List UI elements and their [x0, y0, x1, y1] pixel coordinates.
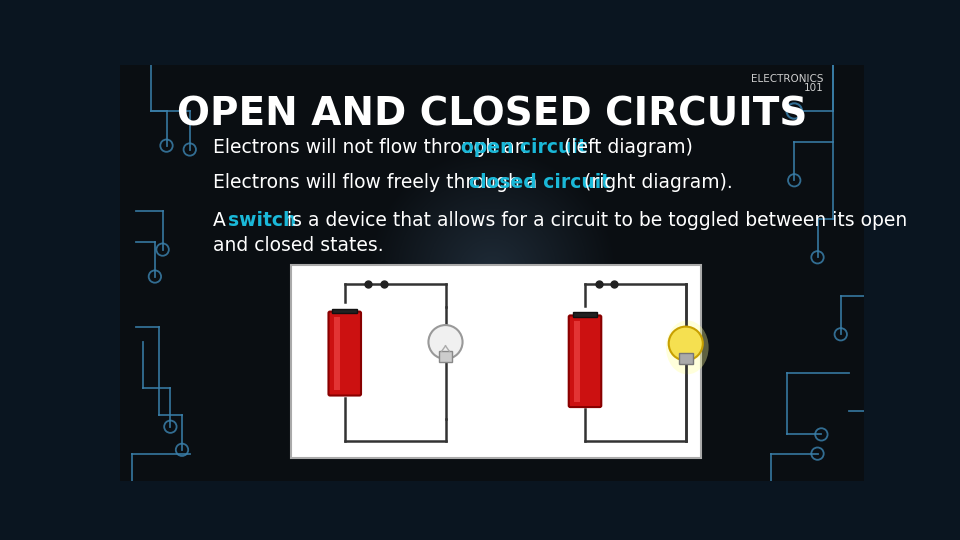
- Text: and closed states.: and closed states.: [213, 236, 384, 255]
- Bar: [291, 265, 701, 457]
- Text: open circuit: open circuit: [461, 138, 587, 157]
- Circle shape: [428, 325, 463, 359]
- Bar: [679, 353, 693, 363]
- Bar: [334, 317, 340, 390]
- Bar: [439, 351, 452, 362]
- Text: (left diagram): (left diagram): [558, 138, 693, 157]
- FancyBboxPatch shape: [328, 312, 361, 395]
- Text: is a device that allows for a circuit to be toggled between its open: is a device that allows for a circuit to…: [280, 211, 907, 230]
- Text: (right diagram).: (right diagram).: [579, 173, 733, 192]
- Text: switch: switch: [228, 211, 296, 230]
- FancyBboxPatch shape: [568, 315, 601, 407]
- Text: OPEN AND CLOSED CIRCUITS: OPEN AND CLOSED CIRCUITS: [177, 96, 807, 133]
- Text: Electrons will not flow through an: Electrons will not flow through an: [213, 138, 533, 157]
- Text: A: A: [213, 211, 232, 230]
- Circle shape: [669, 327, 703, 361]
- Bar: [572, 312, 597, 317]
- Text: ELECTRONICS: ELECTRONICS: [752, 74, 824, 84]
- Ellipse shape: [666, 320, 708, 374]
- Text: Electrons will flow freely through a: Electrons will flow freely through a: [213, 173, 543, 192]
- Text: 101: 101: [804, 83, 824, 93]
- Text: closed circuit: closed circuit: [469, 173, 611, 192]
- Bar: [574, 321, 581, 402]
- Bar: [332, 308, 357, 313]
